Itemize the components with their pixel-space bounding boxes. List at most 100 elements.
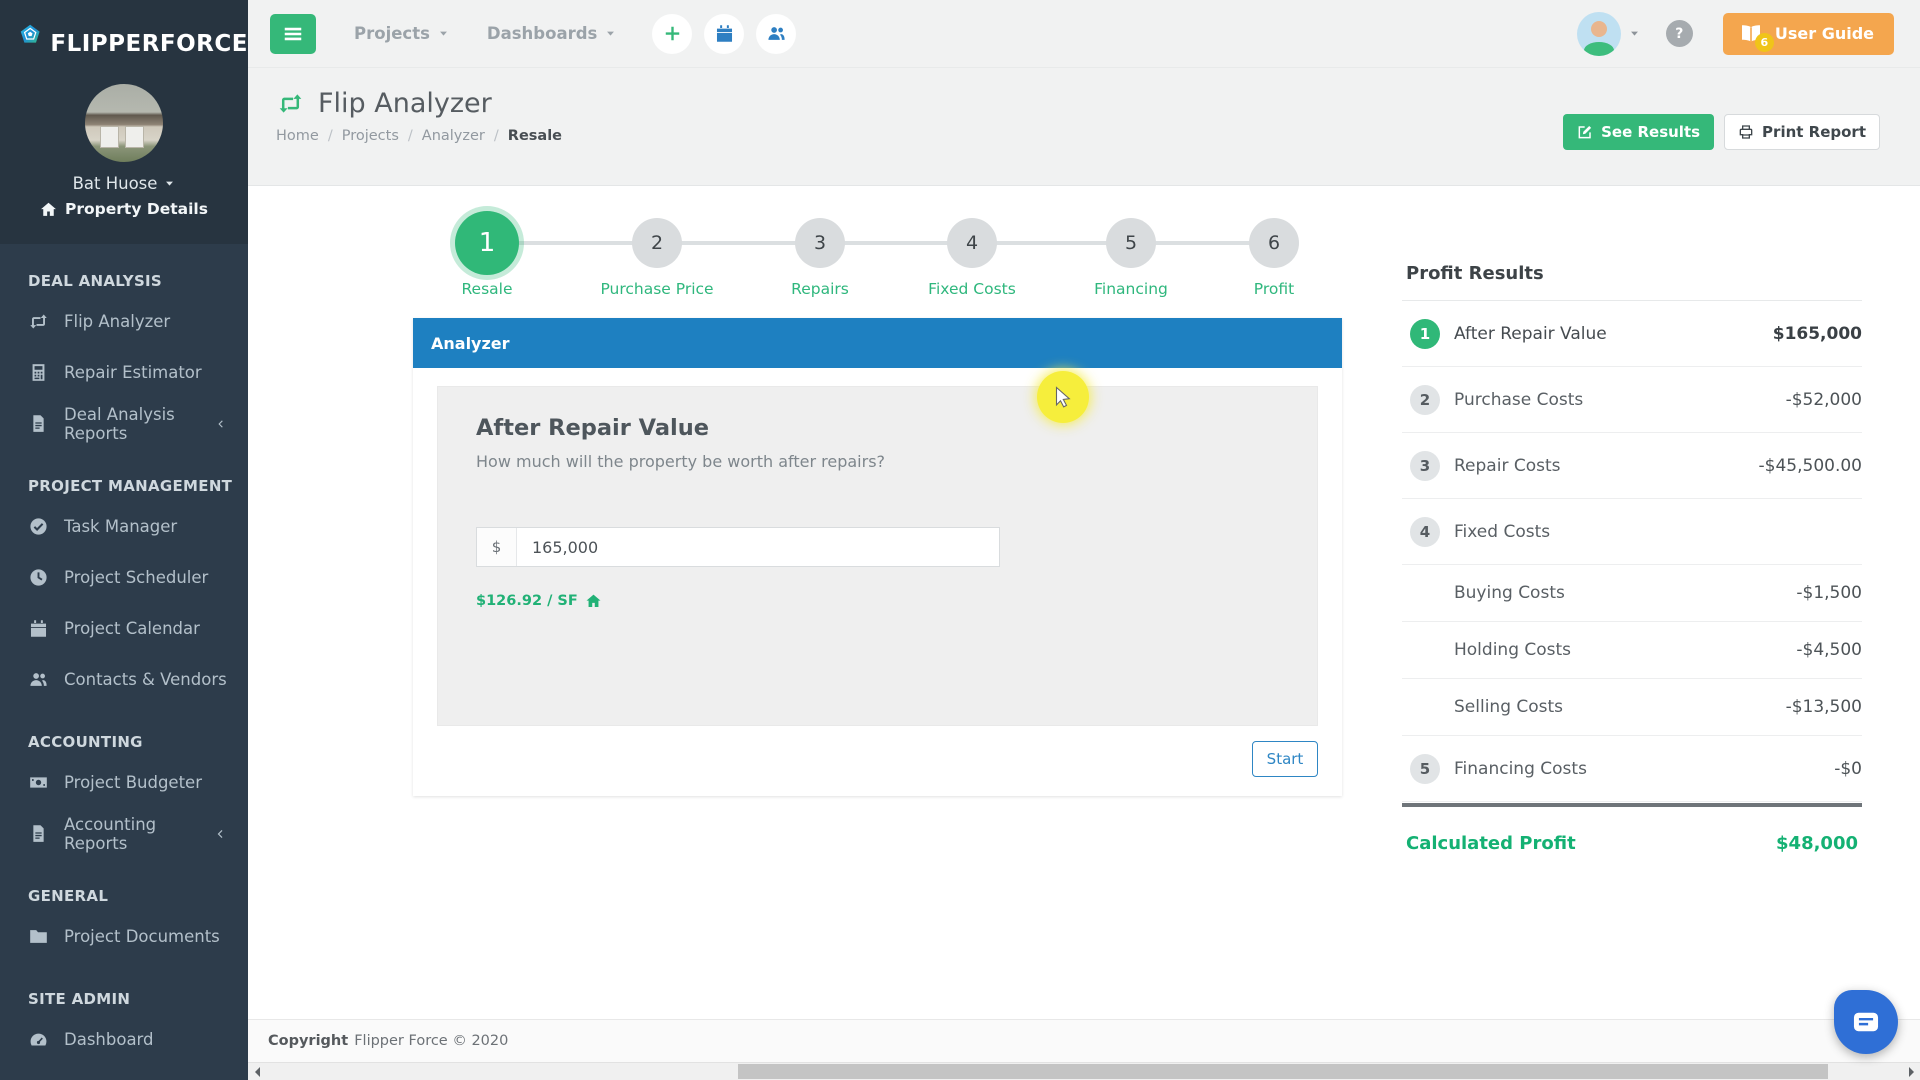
profit-row-repair-costs: 3 Repair Costs -$45,500.00 (1402, 433, 1862, 499)
sidebar-item-project-scheduler[interactable]: Project Scheduler (0, 552, 248, 603)
step-number: 3 (813, 232, 827, 254)
start-button[interactable]: Start (1252, 741, 1318, 777)
sidebar-item-project-documents[interactable]: Project Documents (0, 911, 248, 962)
add-project-button[interactable] (652, 13, 693, 54)
users-icon (28, 670, 49, 689)
chat-button[interactable] (1834, 990, 1898, 1054)
file-icon (28, 414, 49, 433)
step-fixed-costs[interactable]: 4 Fixed Costs (892, 186, 1052, 311)
contacts-button[interactable] (756, 13, 797, 54)
breadcrumb-separator: / (327, 128, 333, 144)
copyright-label: Copyright (268, 1033, 349, 1049)
row-number-badge: 5 (1410, 753, 1440, 784)
help-button[interactable]: ? (1665, 20, 1693, 47)
analyzer-panel-body: After Repair Value How much will the pro… (413, 368, 1342, 796)
step-label: Profit (1253, 280, 1295, 298)
calendar-button[interactable] (704, 13, 745, 54)
step-resale[interactable]: 1 Resale (407, 186, 567, 311)
file-icon (28, 824, 49, 843)
profit-row-arv: 1 After Repair Value $165,000 (1402, 301, 1862, 367)
step-purchase-price[interactable]: 2 Purchase Price (577, 186, 737, 311)
page-header: Flip Analyzer Home / Projects / Analyzer… (248, 68, 1920, 186)
question-subtitle: How much will the property be worth afte… (476, 452, 886, 471)
row-label: Fixed Costs (1454, 521, 1551, 542)
step-number: 4 (965, 232, 979, 254)
see-results-label: See Results (1601, 123, 1701, 141)
click-highlight (1037, 371, 1089, 423)
step-profit[interactable]: 6 Profit (1194, 186, 1354, 311)
profit-row-buying-costs: Buying Costs -$1,500 (1402, 565, 1862, 622)
sidebar-item-project-calendar[interactable]: Project Calendar (0, 603, 248, 654)
row-value: -$4,500 (1796, 640, 1862, 660)
scroll-left-arrow[interactable] (248, 1063, 266, 1080)
calendar-icon (28, 619, 49, 638)
breadcrumb-home[interactable]: Home (276, 128, 319, 144)
arv-input[interactable] (517, 528, 999, 566)
user-avatar[interactable] (1576, 11, 1621, 56)
breadcrumb-current: Resale (507, 128, 563, 144)
row-label: Selling Costs (1454, 697, 1564, 717)
scrollbar-thumb[interactable] (738, 1064, 1828, 1079)
projects-menu[interactable]: Projects (354, 24, 449, 43)
property-details-link[interactable]: Property Details (0, 200, 248, 218)
price-per-sf-link[interactable]: $126.92 / SF (476, 593, 1279, 609)
menu-toggle-button[interactable] (270, 13, 316, 54)
print-report-button[interactable]: Print Report (1724, 114, 1880, 150)
main-column: Projects Dashboards ? 6 User Guide (248, 0, 1920, 1080)
chevron-left-icon (215, 827, 226, 841)
user-guide-button[interactable]: 6 User Guide (1722, 12, 1894, 55)
step-number: 2 (650, 232, 664, 254)
flipperforce-pentagon-icon (20, 24, 40, 64)
sidebar-item-deal-analysis-reports[interactable]: Deal Analysis Reports (0, 398, 248, 449)
step-label: Financing (1094, 280, 1168, 298)
sidebar-item-accounting-reports[interactable]: Accounting Reports (0, 808, 248, 859)
profit-row-holding-costs: Holding Costs -$4,500 (1402, 622, 1862, 679)
content-area: 1 Resale 2 Purchase Price 3 Repairs 4 Fi… (248, 186, 1920, 1019)
sidebar-item-repair-estimator[interactable]: Repair Estimator (0, 347, 248, 398)
horizontal-scrollbar[interactable] (248, 1062, 1920, 1080)
step-label: Fixed Costs (928, 280, 1016, 298)
calculated-profit-label: Calculated Profit (1406, 833, 1576, 854)
chevron-down-icon[interactable] (1629, 28, 1640, 39)
brand-logo[interactable]: FLIPPERFORCE (0, 0, 248, 80)
sidebar-item-label: Contacts & Vendors (64, 670, 227, 689)
top-nav-right: ? 6 User Guide (1576, 11, 1894, 56)
step-number: 1 (478, 228, 496, 258)
footer: Copyright Flipper Force © 2020 (248, 1019, 1920, 1062)
property-photo[interactable] (85, 84, 163, 162)
sidebar-item-task-manager[interactable]: Task Manager (0, 501, 248, 552)
section-project-management: PROJECT MANAGEMENT (28, 477, 233, 495)
analyzer-panel-header: Analyzer (413, 318, 1342, 368)
scroll-right-arrow[interactable] (1902, 1063, 1920, 1080)
breadcrumb-separator: / (493, 128, 499, 144)
row-label: After Repair Value (1454, 323, 1607, 344)
breadcrumb-analyzer[interactable]: Analyzer (421, 128, 485, 144)
sidebar-item-label: Dashboard (64, 1030, 154, 1049)
dashboards-menu[interactable]: Dashboards (487, 24, 616, 43)
sidebar-item-flip-analyzer[interactable]: Flip Analyzer (0, 296, 248, 347)
sidebar-item-label: Task Manager (64, 517, 178, 536)
chevron-down-icon (605, 28, 616, 39)
see-results-button[interactable]: See Results (1563, 114, 1715, 150)
section-general: GENERAL (28, 887, 109, 905)
money-icon (28, 773, 49, 792)
sidebar-item-dashboard[interactable]: Dashboard (0, 1014, 248, 1065)
mouse-cursor-icon (1051, 385, 1075, 409)
section-site-admin: SITE ADMIN (28, 990, 131, 1008)
sidebar-menu: DEAL ANALYSIS Flip Analyzer Repair Estim… (0, 244, 248, 1065)
row-label: Buying Costs (1454, 583, 1565, 603)
page-title: Flip Analyzer (318, 88, 492, 119)
step-circle: 5 (1106, 218, 1156, 268)
property-name-dropdown[interactable]: Bat Huose (0, 174, 248, 193)
breadcrumb-projects[interactable]: Projects (341, 128, 399, 144)
sidebar-item-project-budgeter[interactable]: Project Budgeter (0, 757, 248, 808)
users-icon (767, 24, 786, 43)
step-financing[interactable]: 5 Financing (1051, 186, 1211, 311)
page-title-row: Flip Analyzer (276, 88, 1880, 119)
step-repairs[interactable]: 3 Repairs (740, 186, 900, 311)
check-circle-icon (28, 517, 49, 536)
sidebar-item-contacts-vendors[interactable]: Contacts & Vendors (0, 654, 248, 705)
row-number-badge: 2 (1410, 384, 1440, 415)
profit-row-fixed-costs: 4 Fixed Costs (1402, 499, 1862, 565)
chevron-left-icon (216, 417, 226, 431)
